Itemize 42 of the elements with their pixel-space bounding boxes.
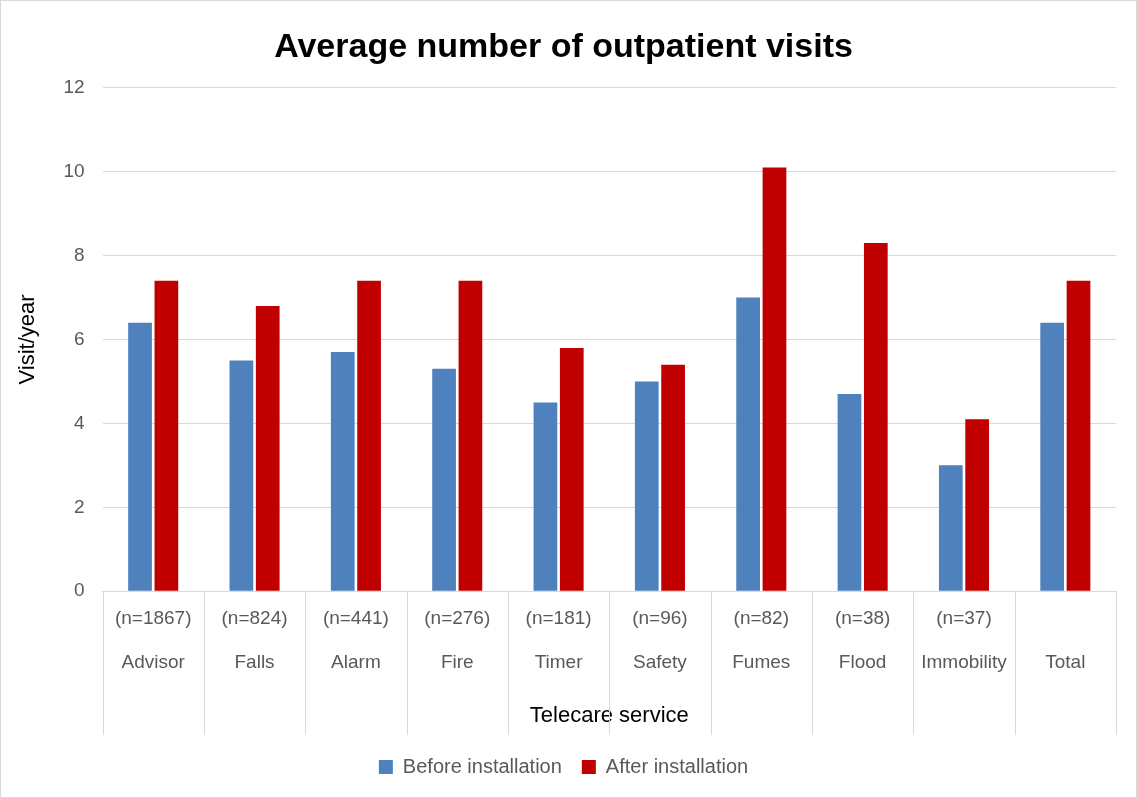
bar: [154, 280, 179, 591]
bar: [1040, 322, 1065, 591]
y-tick-label: 4: [73, 411, 85, 433]
y-tick-label: 8: [73, 243, 85, 265]
y-axis-title: Visit/year: [14, 294, 40, 385]
bar: [533, 402, 558, 591]
bar: [762, 167, 787, 591]
bar: [128, 322, 152, 591]
bar: [255, 305, 280, 591]
y-tick-label: 6: [73, 327, 85, 349]
x-tick-label: (n=824) Falls: [221, 607, 288, 672]
x-tick-label: Total: [1045, 650, 1086, 672]
bar: [432, 368, 456, 591]
bar: [661, 364, 685, 591]
x-tick-label: (n=441) Alarm: [322, 607, 389, 672]
bar: [330, 352, 355, 591]
bar: [634, 381, 659, 591]
bar: [837, 394, 862, 591]
chart-title: Average number of outpatient visits: [274, 25, 853, 64]
bar: [863, 243, 888, 591]
y-tick-label: 2: [73, 495, 85, 517]
bar: [229, 360, 254, 591]
x-tick-label: (n=37) Immobility: [921, 607, 1008, 672]
bar: [1066, 280, 1091, 591]
bar: [736, 297, 760, 591]
bar: [357, 280, 381, 591]
bar: [559, 347, 584, 591]
x-tick-label: (n=1867) Advisor: [114, 607, 192, 672]
y-tick-label: 12: [63, 76, 85, 98]
bar: [458, 280, 483, 591]
y-tick-label: 10: [63, 159, 85, 181]
bar: [965, 419, 990, 591]
y-tick-label: 0: [73, 579, 85, 601]
x-tick-label: (n=38) Flood: [834, 607, 891, 672]
legend-label: After installation: [605, 754, 749, 777]
legend-label: Before installation: [402, 754, 562, 777]
x-tick-label: (n=96) Safety: [632, 607, 688, 672]
x-tick-label: (n=82) Fumes: [732, 607, 791, 672]
x-axis-title: Telecare service: [529, 701, 689, 727]
x-tick-label: (n=276) Fire: [424, 607, 491, 672]
x-tick-label: (n=181) Timer: [525, 607, 592, 672]
bar: [938, 465, 963, 591]
